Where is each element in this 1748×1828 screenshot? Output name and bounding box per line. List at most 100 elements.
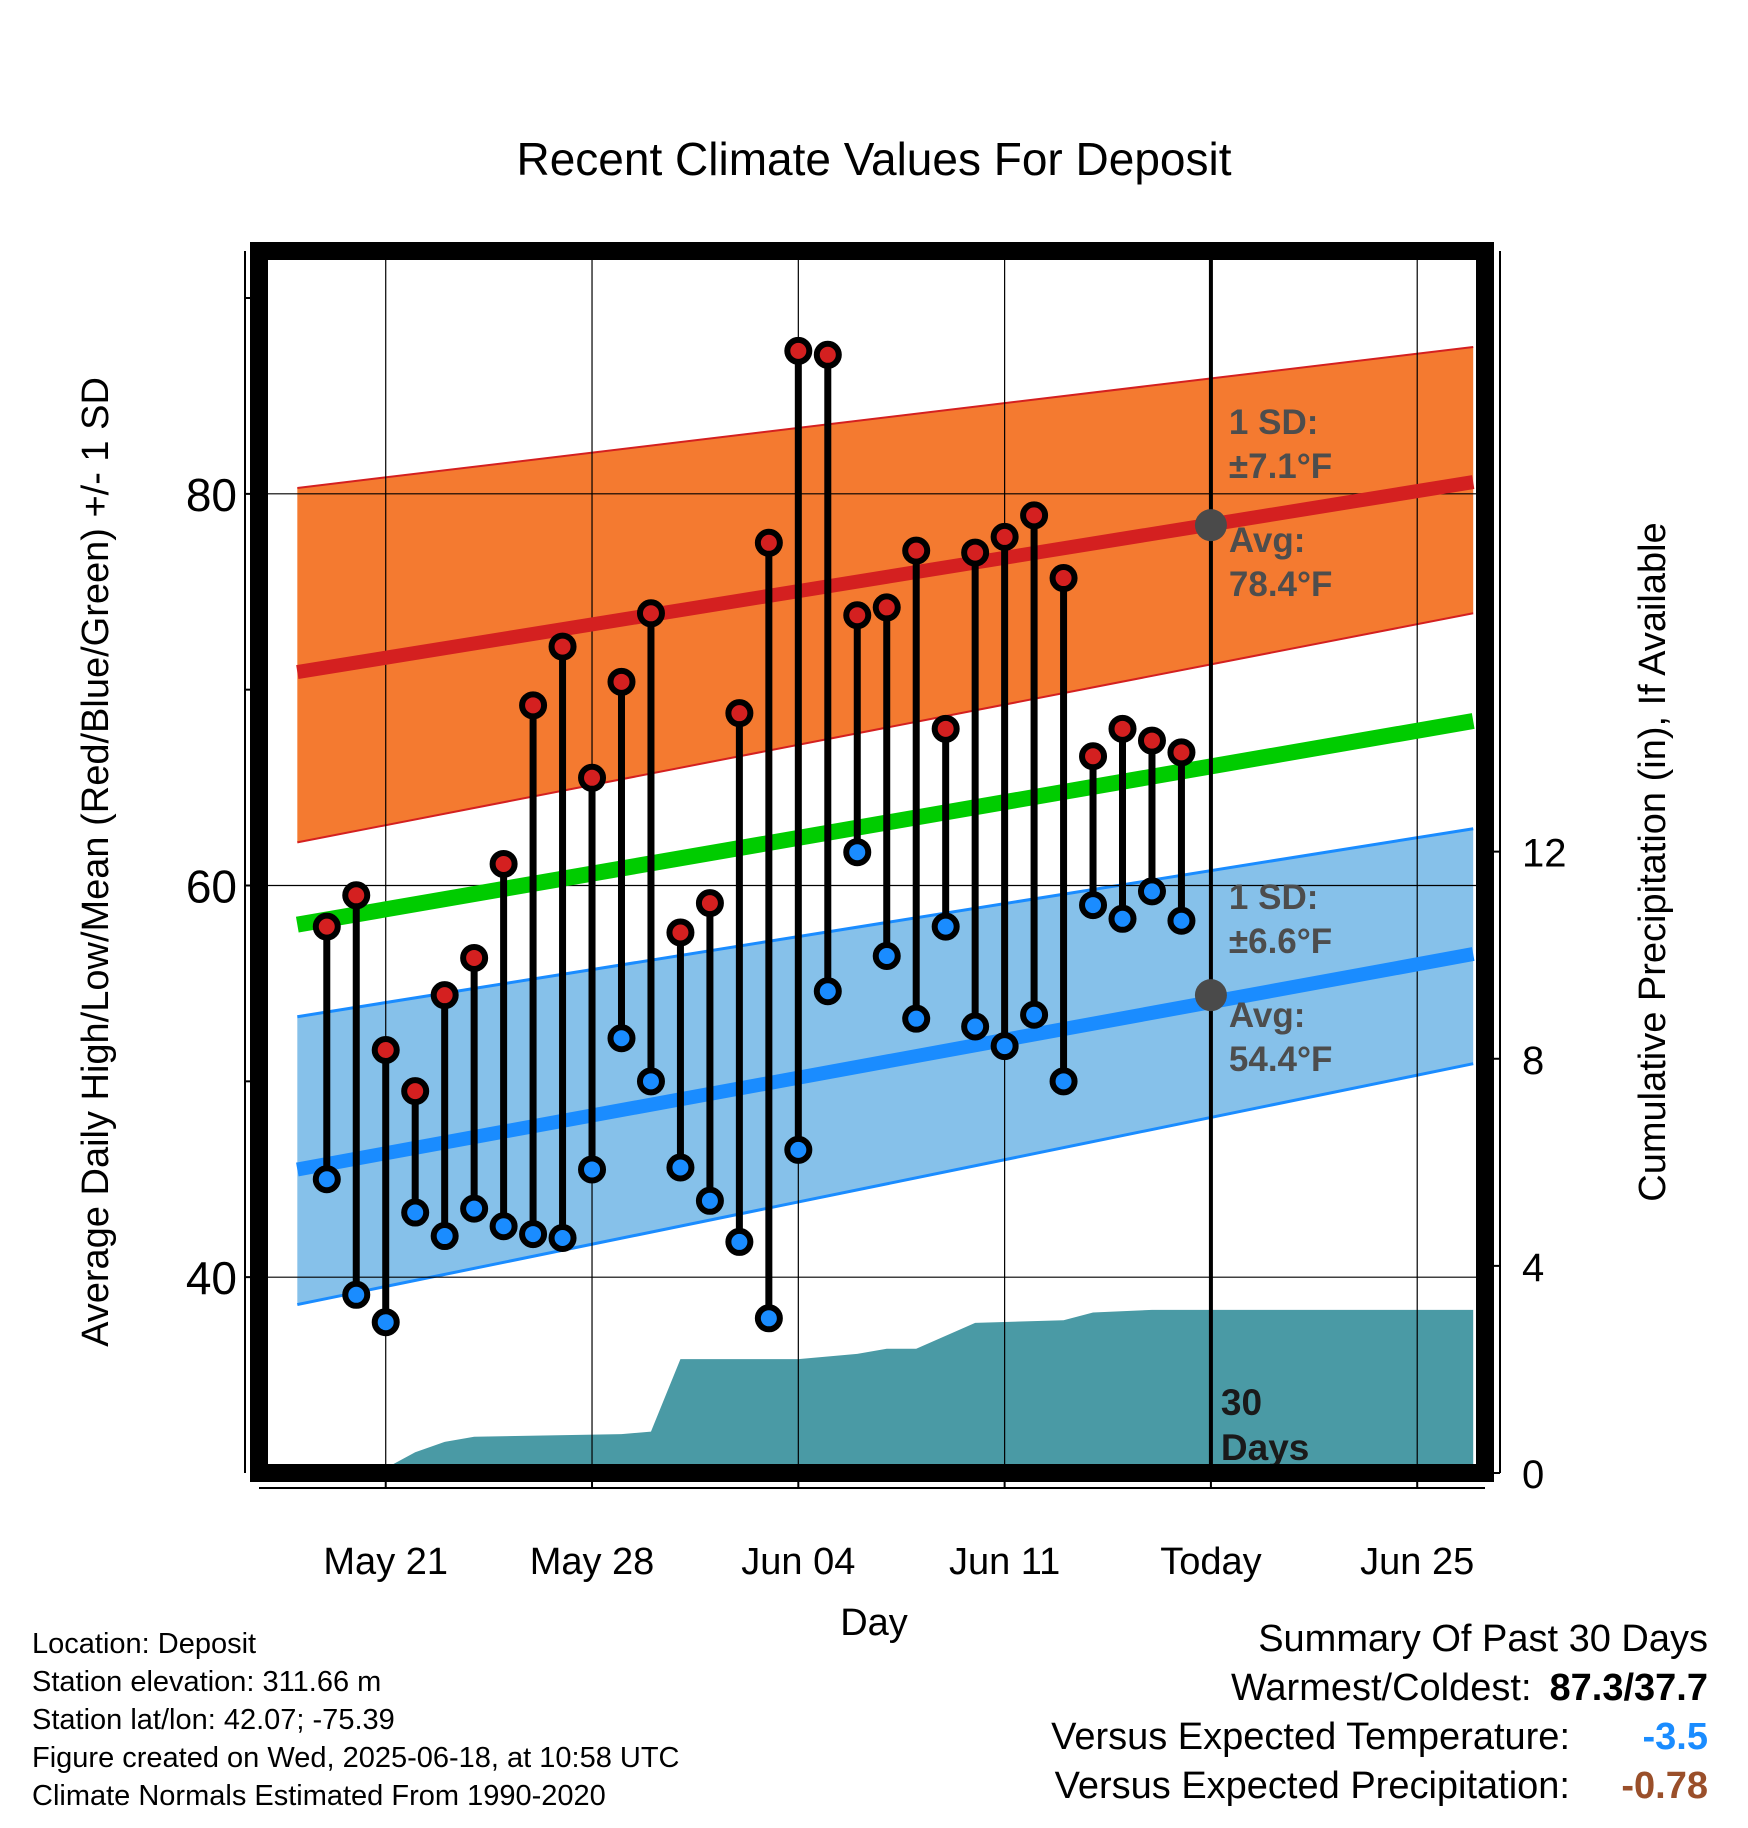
low-point	[607, 1024, 636, 1053]
low-point	[931, 912, 960, 941]
latlon-label: Station lat/lon: 42.07; -75.39	[32, 1704, 395, 1736]
precip-cumulative-area	[376, 1309, 1474, 1473]
low-point	[342, 1280, 371, 1309]
high-point	[961, 538, 990, 567]
high-point	[519, 691, 548, 720]
y-tick-label: 80	[186, 469, 237, 521]
low-point	[1049, 1067, 1078, 1096]
low-point	[489, 1212, 518, 1241]
low-sd-label: 1 SD:	[1229, 878, 1318, 917]
low-point	[1079, 891, 1108, 920]
low-point	[961, 1012, 990, 1041]
high-point	[1167, 738, 1196, 767]
low-point	[813, 977, 842, 1006]
low-point	[1108, 904, 1137, 933]
low-sd-value: ±6.6°F	[1229, 922, 1332, 961]
low-point	[784, 1135, 813, 1164]
high-point	[342, 881, 371, 910]
daily-points	[312, 336, 1196, 1337]
y2-tick-label: 4	[1522, 1246, 1544, 1290]
summary-label: Versus Expected Temperature:	[1051, 1716, 1570, 1758]
x-tick-label: Jun 11	[949, 1541, 1060, 1583]
high-point	[754, 528, 783, 557]
high-sd-value: ±7.1°F	[1229, 447, 1332, 486]
today-low-avg-marker	[1194, 979, 1227, 1012]
high-point	[312, 912, 341, 941]
summary-label: Warmest/Coldest:	[1230, 1667, 1532, 1709]
low-avg-line	[296, 947, 1475, 1177]
y2-tick-label: 0	[1522, 1453, 1544, 1497]
x-tick-label: May 21	[323, 1541, 448, 1583]
high-point	[548, 632, 577, 661]
high-point	[460, 943, 489, 972]
high-point	[990, 522, 1019, 551]
high-avg-value: 78.4°F	[1229, 565, 1333, 604]
x-axis-title: Day	[840, 1602, 908, 1644]
summary-title: Summary Of Past 30 Days	[1258, 1618, 1708, 1660]
axes: 40 60 80 0 4 8 12 May 21 May 28 Jun 04 Jun 11 Today…	[75, 133, 1674, 1644]
footer-info: Location: Deposit Station elevation: 311…	[32, 1625, 680, 1815]
summary-value: -0.78	[1621, 1765, 1708, 1807]
low-point	[666, 1153, 695, 1182]
low-point	[578, 1155, 607, 1184]
plot-border	[250, 242, 1494, 1482]
high-point	[1137, 726, 1166, 755]
y-tick-label: 40	[186, 1252, 237, 1304]
low-avg-label: Avg:	[1229, 996, 1305, 1035]
summary-panel: Summary Of Past 30 Days Warmest/Coldest:…	[1051, 1618, 1708, 1808]
summary-value: 87.3/37.7	[1549, 1667, 1708, 1709]
high-point	[578, 763, 607, 792]
elevation-label: Station elevation: 311.66 m	[32, 1666, 382, 1698]
high-point	[695, 889, 724, 918]
low-point	[371, 1308, 400, 1337]
normals-label: Climate Normals Estimated From 1990-2020	[32, 1780, 606, 1812]
high-point	[489, 849, 518, 878]
high-sd-upper-edge	[297, 345, 1474, 489]
high-avg-label: Avg:	[1229, 521, 1305, 560]
daily-stems	[323, 350, 1185, 1323]
summary-row-temperature: Versus Expected Temperature: -3.5	[1051, 1716, 1708, 1759]
today-high-avg-marker	[1194, 509, 1227, 542]
low-point	[725, 1227, 754, 1256]
low-sd-lower-edge	[297, 1062, 1474, 1307]
low-point	[754, 1304, 783, 1333]
x-tick-label: Jun 04	[741, 1541, 855, 1583]
low-point	[1137, 877, 1166, 906]
low-point	[460, 1194, 489, 1223]
low-avg-value: 54.4°F	[1229, 1040, 1333, 1079]
y-tick-label: 60	[186, 861, 237, 913]
days-unit-label: Days	[1221, 1427, 1309, 1468]
low-point	[401, 1198, 430, 1227]
high-point	[607, 667, 636, 696]
plot-frame	[250, 242, 1494, 1482]
x-tick-label: Today	[1160, 1541, 1261, 1583]
summary-value: -3.5	[1642, 1716, 1708, 1758]
high-point	[371, 1036, 400, 1064]
created-label: Figure created on Wed, 2025-06-18, at 10…	[32, 1742, 680, 1774]
y2-axis-title: Cumulative Precipitation (in), If Availa…	[1632, 522, 1674, 1201]
low-point	[902, 1004, 931, 1033]
low-point	[519, 1220, 548, 1249]
high-point	[1079, 742, 1108, 771]
high-point	[931, 714, 960, 743]
summary-row-precipitation: Versus Expected Precipitation: -0.78	[1051, 1765, 1708, 1808]
low-point	[636, 1067, 665, 1096]
high-point	[1020, 501, 1049, 530]
location-label: Location: Deposit	[32, 1628, 257, 1660]
high-point	[725, 699, 754, 728]
high-point	[636, 599, 665, 628]
y2-tick-label: 8	[1522, 1039, 1544, 1083]
y-axis-title: Average Daily High/Low/Mean (Red/Blue/Gr…	[75, 377, 117, 1347]
x-tick-label: May 28	[530, 1541, 655, 1583]
summary-label: Versus Expected Precipitation:	[1054, 1765, 1570, 1807]
chart-title: Recent Climate Values For Deposit	[517, 133, 1232, 185]
high-point	[813, 340, 842, 369]
low-point	[430, 1222, 459, 1251]
low-point	[843, 838, 872, 867]
low-point	[872, 942, 901, 970]
precipitation-area	[376, 1309, 1474, 1473]
high-point	[1049, 564, 1078, 593]
summary-row-warmest: Warmest/Coldest: 87.3/37.7	[1051, 1667, 1708, 1710]
x-tick-label: Jun 25	[1360, 1541, 1474, 1583]
